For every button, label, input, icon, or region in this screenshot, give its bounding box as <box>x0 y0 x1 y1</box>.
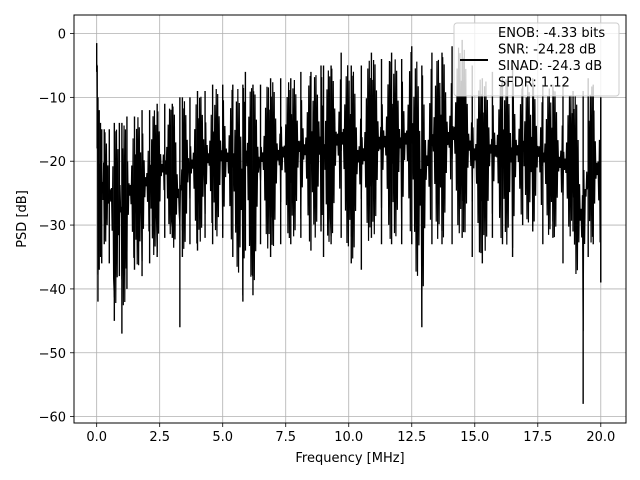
legend-enob: ENOB: -4.33 bits <box>498 26 605 41</box>
x-tick-label: 20.0 <box>586 430 615 445</box>
y-tick-label: −40 <box>39 283 66 298</box>
y-tick-label: −30 <box>39 219 66 234</box>
x-tick-label: 0.0 <box>86 430 107 445</box>
x-tick-label: 2.5 <box>149 430 170 445</box>
legend-box <box>453 22 620 97</box>
y-tick-label: −50 <box>39 347 66 362</box>
y-axis-label: PSD [dB] <box>15 190 30 248</box>
y-tick-label: −10 <box>39 91 66 106</box>
axis-ticks: 0.0 2.5 5.0 7.5 10.0 12.5 15.0 17.5 20.0 0 −10 −20 −… <box>39 28 616 445</box>
legend: ENOB: -4.33 bits SNR: -24.28 dB SINAD: -… <box>453 22 620 97</box>
y-tick-label: −60 <box>39 411 66 426</box>
x-tick-label: 7.5 <box>275 430 296 445</box>
x-tick-label: 10.0 <box>334 430 363 445</box>
legend-sfdr: SFDR: 1.12 <box>498 76 570 91</box>
psd-line <box>96 47 602 332</box>
y-tick-label: −20 <box>39 155 66 170</box>
y-tick-label: 0 <box>58 28 66 43</box>
legend-snr: SNR: -24.28 dB <box>498 43 596 58</box>
x-tick-label: 15.0 <box>460 430 489 445</box>
plot-area-frame <box>73 14 627 424</box>
x-tick-label: 5.0 <box>212 430 233 445</box>
legend-sinad: SINAD: -24.3 dB <box>498 59 602 74</box>
x-axis-label: Frequency [MHz] <box>295 451 404 466</box>
x-tick-label: 12.5 <box>397 430 426 445</box>
x-tick-label: 17.5 <box>523 430 552 445</box>
